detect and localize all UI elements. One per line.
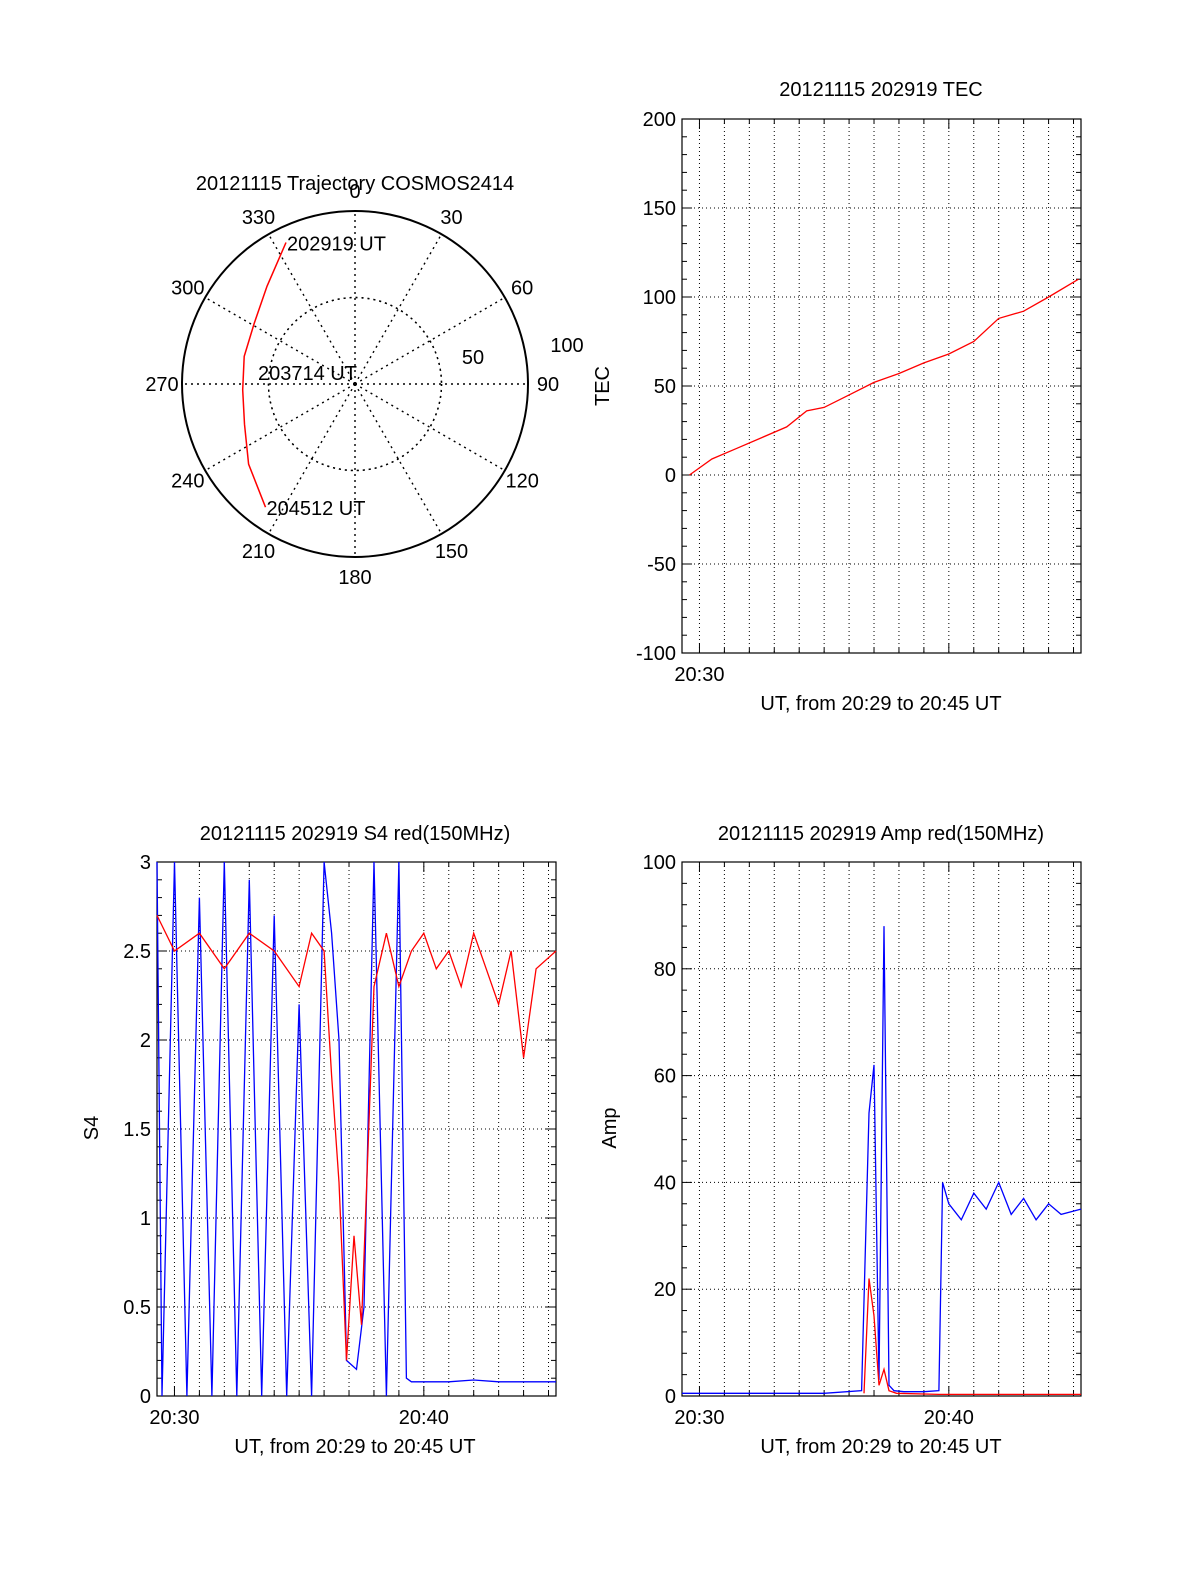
polar-angle-label: 90 (537, 374, 559, 396)
y-tick-label: 20 (654, 1279, 676, 1301)
series-group (682, 926, 1082, 1396)
polar-annotation: 204512 UT (267, 498, 366, 520)
tec-xlabel: UT, from 20:29 to 20:45 UT (760, 693, 1001, 715)
y-tick-label: 1 (140, 1208, 151, 1230)
polar-outer-circle (181, 210, 529, 558)
x-tick-label: 20:40 (399, 1407, 449, 1429)
polar-grid-spoke (354, 383, 443, 535)
y-tick-label: 40 (654, 1172, 676, 1194)
polar-annotation: 202919 UT (287, 234, 386, 256)
y-tick-label: 80 (654, 959, 676, 981)
y-tick-label: 0 (665, 465, 676, 487)
polar-grid-spoke (267, 233, 356, 385)
amp-xlabel: UT, from 20:29 to 20:45 UT (760, 1436, 1001, 1458)
x-tick-label: 20:30 (674, 664, 724, 686)
s4-ylabel: S4 (81, 1116, 103, 1140)
y-tick-label: 1.5 (123, 1119, 151, 1141)
y-tick-label: 100 (643, 852, 676, 874)
y-tick-label: 200 (643, 109, 676, 131)
polar-angle-label: 150 (435, 541, 468, 563)
x-tick-label: 20:40 (924, 1407, 974, 1429)
polar-grid-spoke (204, 383, 356, 472)
s4-title: 20121115 202919 S4 red(150MHz) (200, 823, 511, 845)
polar-annotations: 202919 UT 203714 UT 204512 UT (258, 234, 386, 521)
x-tick-label: 20:30 (149, 1407, 199, 1429)
s4-xlabel: UT, from 20:29 to 20:45 UT (234, 1436, 475, 1458)
polar-angle-labels: 0 30 60 90 120 150 180 210 240 270 300 330 (145, 181, 559, 589)
polar-angle-label: 0 (349, 181, 360, 203)
y-tick-label: -100 (636, 643, 676, 665)
amp-title: 20121115 202919 Amp red(150MHz) (718, 823, 1044, 845)
polar-angle-label: 300 (171, 278, 204, 300)
amp-ylabel: Amp (599, 1107, 621, 1148)
polar-angle-label: 210 (242, 541, 275, 563)
polar-series (241, 242, 287, 508)
plot-frame (681, 861, 1082, 1397)
polar-angle-label: 240 (171, 471, 204, 493)
polar-grid-circle (267, 296, 443, 472)
y-tick-label: -50 (647, 554, 676, 576)
polar-angle-label: 120 (505, 471, 538, 493)
y-tick-label: 100 (643, 287, 676, 309)
tec-title: 20121115 202919 TEC (779, 79, 983, 101)
y-tick-label: 150 (643, 198, 676, 220)
series-group (689, 278, 1079, 476)
y-tick-label: 2 (140, 1030, 151, 1052)
y-tick-label: 50 (654, 376, 676, 398)
amp-chart: 20121115 202919 Amp red(150MHz) UT, from… (599, 823, 1082, 1458)
plot-frame (681, 118, 1082, 654)
polar-grid (181, 210, 529, 558)
grid (682, 118, 1081, 654)
y-tick-label: 2.5 (123, 941, 151, 963)
tec-chart: 20121115 202919 TEC UT, from 20:29 to 20… (592, 79, 1082, 715)
polar-angle-label: 60 (511, 278, 533, 300)
polar-grid-spoke (204, 296, 356, 385)
polar-angle-label: 270 (145, 374, 178, 396)
polar-grid-spoke (267, 383, 356, 535)
polar-title: 20121115 Trajectory COSMOS2414 (196, 173, 514, 195)
y-tick-label: 0 (665, 1386, 676, 1408)
plot-frame (156, 861, 557, 1397)
polar-radial-label: 100 (550, 335, 583, 357)
y-tick-label: 60 (654, 1066, 676, 1088)
polar-trajectory-line (241, 242, 287, 508)
series-line (682, 926, 1082, 1394)
polar-angle-label: 330 (242, 207, 275, 229)
series-group (156, 861, 557, 1397)
polar-angle-label: 180 (338, 567, 371, 589)
x-tick-label: 20:30 (674, 1407, 724, 1429)
y-tick-label: 3 (140, 852, 151, 874)
polar-grid-spoke (354, 296, 506, 385)
series-line (156, 915, 557, 1361)
polar-trajectory-chart: 20121115 Trajectory COSMOS2414 0 30 60 90 12… (145, 173, 583, 589)
grid (157, 861, 556, 1397)
s4-chart: 20121115 202919 S4 red(150MHz) UT, from … (81, 823, 557, 1458)
polar-radial-label: 50 (462, 347, 484, 369)
series-line (689, 278, 1079, 476)
y-tick-label: 0 (140, 1386, 151, 1408)
y-tick-label: 0.5 (123, 1297, 151, 1319)
series-line (863, 1278, 1081, 1396)
series-line (156, 861, 556, 1397)
polar-radial-labels: 50 100 (462, 335, 584, 369)
polar-annotation: 203714 UT (258, 363, 357, 385)
tec-ylabel: TEC (592, 366, 614, 406)
polar-grid-spoke (354, 383, 506, 472)
polar-grid-spoke (354, 233, 443, 385)
polar-angle-label: 30 (440, 207, 462, 229)
